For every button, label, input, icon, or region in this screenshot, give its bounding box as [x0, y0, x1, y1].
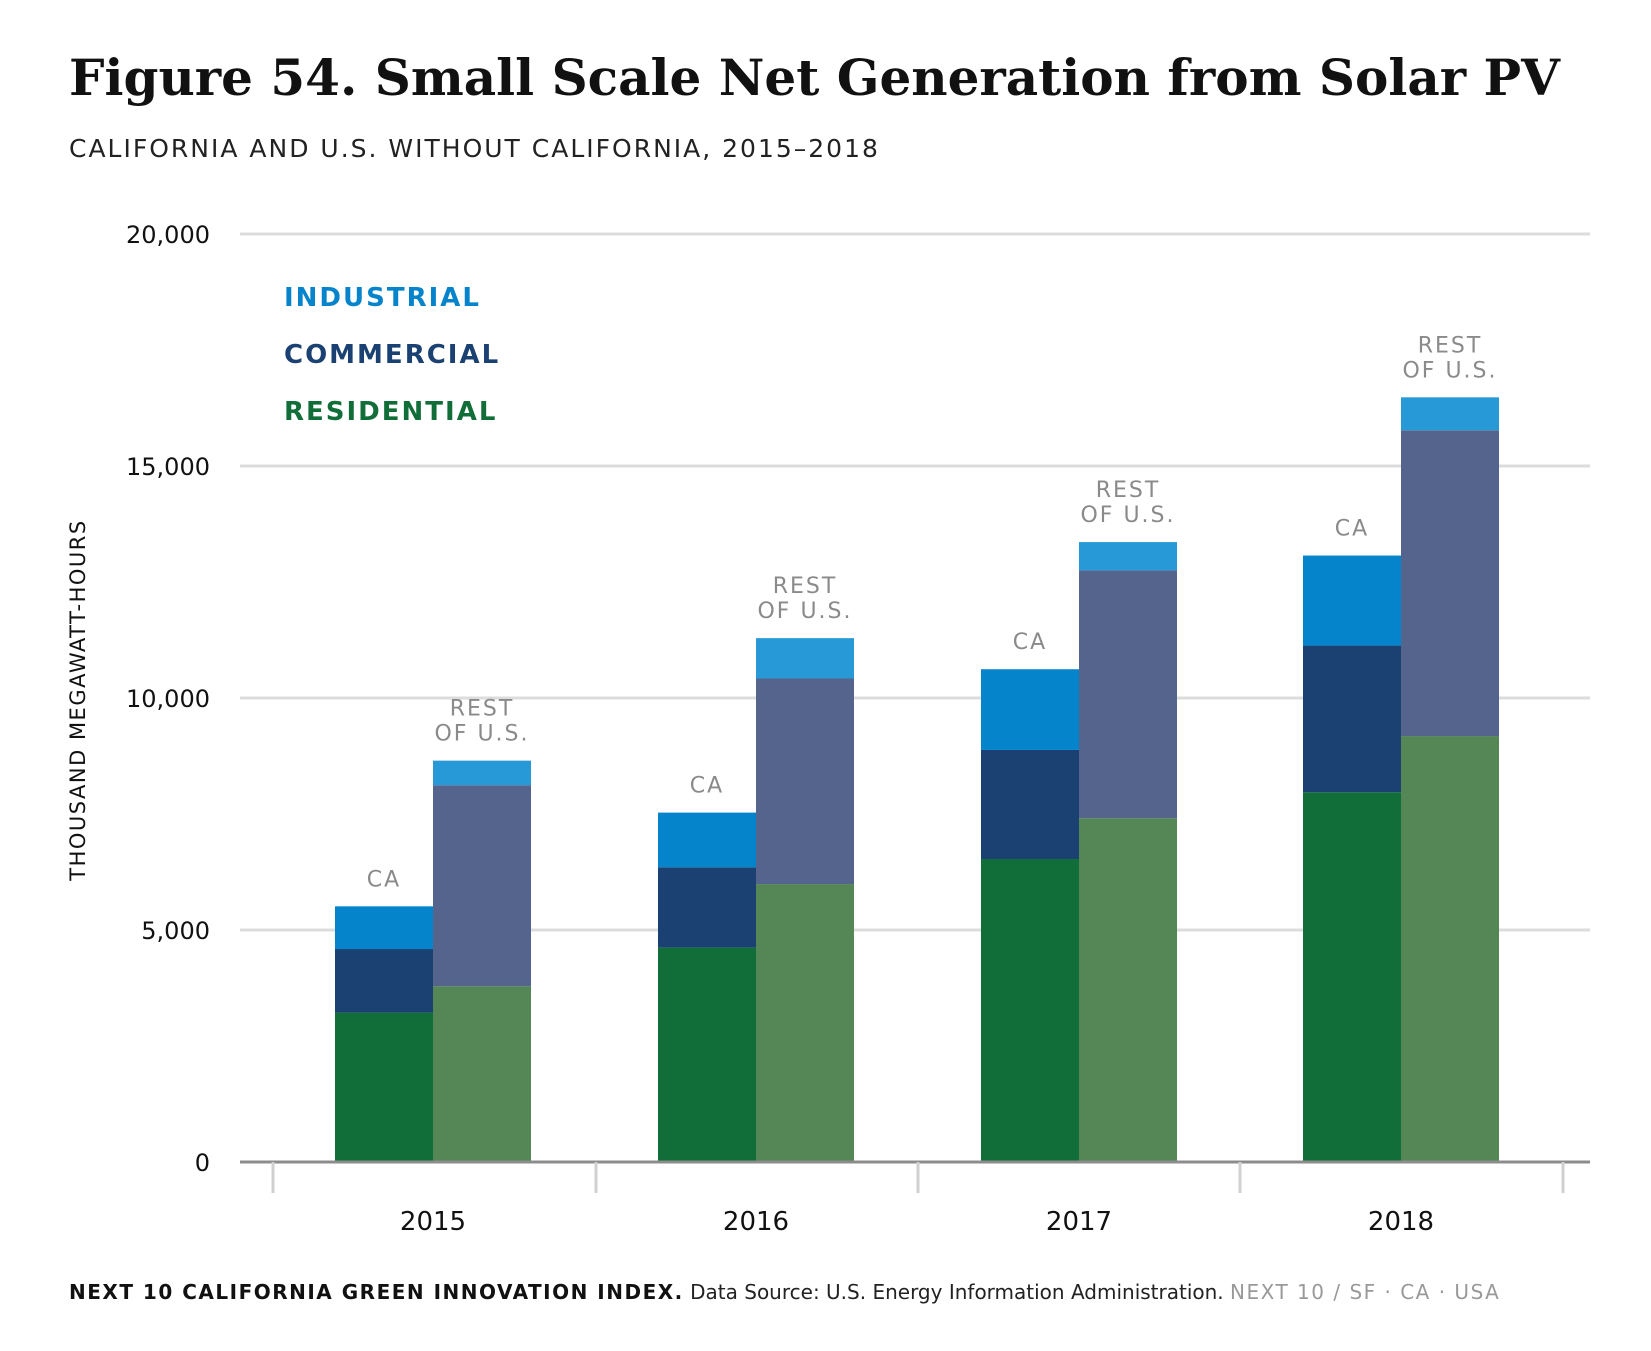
bar-segment-industrial-ca-2015 [335, 906, 433, 950]
footer-source: Data Source: U.S. Energy Information Adm… [690, 1280, 1224, 1304]
bar-group-label: OF U.S. [434, 722, 529, 747]
footer: NEXT 10 CALIFORNIA GREEN INNOVATION INDE… [69, 1280, 1500, 1304]
bar-segment-residential-rest-2018 [1401, 736, 1499, 1162]
bar-group-label: CA [1335, 517, 1369, 542]
bar-segment-commercial-rest-2016 [756, 678, 854, 885]
bar-segment-commercial-rest-2015 [433, 785, 531, 987]
y-tick-label: 5,000 [141, 917, 210, 945]
bar-segment-residential-rest-2017 [1079, 818, 1177, 1162]
bar-segment-commercial-ca-2016 [658, 867, 756, 948]
x-tick-label: 2015 [400, 1207, 466, 1237]
y-tick-label: 20,000 [126, 221, 210, 249]
legend-item-commercial: COMMERCIAL [284, 340, 500, 370]
bar-segment-industrial-rest-2016 [756, 638, 854, 679]
bar-segment-commercial-ca-2017 [981, 749, 1079, 860]
x-tick-labels: 2015 2016 2017 2018 [400, 1207, 1434, 1237]
x-axis [240, 1160, 1590, 1193]
bar-segment-industrial-ca-2017 [981, 669, 1079, 750]
footer-brand: NEXT 10 / SF · CA · USA [1230, 1280, 1501, 1304]
bar-segment-residential-rest-2016 [756, 884, 854, 1162]
y-tick-label: 0 [195, 1149, 210, 1177]
bar-segment-commercial-rest-2018 [1401, 430, 1499, 737]
bar-group-label: OF U.S. [1080, 503, 1175, 528]
bar-segment-industrial-rest-2017 [1079, 542, 1177, 571]
footer-org: NEXT 10 CALIFORNIA GREEN INNOVATION INDE… [69, 1280, 684, 1304]
bar-group-label: REST [773, 574, 838, 599]
y-tick-label: 15,000 [126, 453, 210, 481]
bar-group-label: REST [450, 697, 515, 722]
x-tick-label: 2016 [723, 1207, 789, 1237]
chart-title: Figure 54. Small Scale Net Generation fr… [69, 48, 1560, 107]
bar-segment-industrial-rest-2018 [1401, 397, 1499, 431]
bar-segment-industrial-rest-2015 [433, 760, 531, 786]
bar-segment-residential-rest-2015 [433, 986, 531, 1162]
bar-segment-residential-ca-2015 [335, 1012, 433, 1162]
bar-segment-residential-ca-2016 [658, 947, 756, 1162]
chart-subtitle: CALIFORNIA AND U.S. WITHOUT CALIFORNIA, … [69, 134, 880, 163]
bar-segment-industrial-ca-2016 [658, 812, 756, 868]
bar-segment-residential-ca-2018 [1303, 792, 1401, 1162]
y-tick-labels: 0 5,000 10,000 15,000 20,000 [126, 221, 210, 1177]
legend-item-industrial: INDUSTRIAL [284, 283, 481, 313]
bar-group-label: REST [1096, 478, 1161, 503]
bar-group-label: CA [367, 867, 401, 892]
bar-segment-residential-ca-2017 [981, 859, 1079, 1162]
y-axis-label: THOUSAND MEGAWATT-HOURS [66, 519, 90, 881]
x-tick-label: 2017 [1046, 1207, 1112, 1237]
bar-segment-commercial-ca-2015 [335, 949, 433, 1013]
x-tick-label: 2018 [1368, 1207, 1434, 1237]
bars [335, 397, 1499, 1162]
bar-segment-industrial-ca-2018 [1303, 555, 1401, 646]
bar-segment-commercial-ca-2018 [1303, 645, 1401, 793]
bar-group-label: CA [1013, 630, 1047, 655]
bar-group-label: OF U.S. [757, 599, 852, 624]
bar-group-label: CA [690, 774, 724, 799]
bar-group-label: OF U.S. [1402, 358, 1497, 383]
bar-segment-commercial-rest-2017 [1079, 570, 1177, 819]
bar-group-label: REST [1418, 333, 1483, 358]
legend-item-residential: RESIDENTIAL [284, 397, 497, 427]
y-tick-label: 10,000 [126, 685, 210, 713]
legend: INDUSTRIAL COMMERCIAL RESIDENTIAL [284, 283, 500, 427]
